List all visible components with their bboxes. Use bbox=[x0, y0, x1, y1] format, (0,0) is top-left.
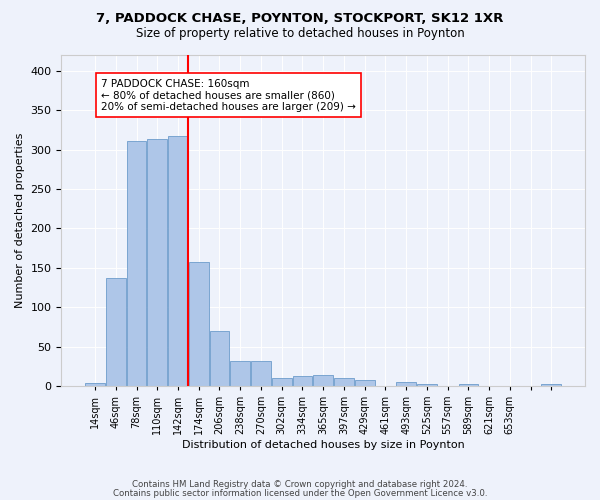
Bar bbox=[127, 141, 146, 386]
Bar bbox=[251, 360, 271, 386]
Bar bbox=[397, 382, 416, 386]
Text: Size of property relative to detached houses in Poynton: Size of property relative to detached ho… bbox=[136, 28, 464, 40]
X-axis label: Distribution of detached houses by size in Poynton: Distribution of detached houses by size … bbox=[182, 440, 464, 450]
Bar bbox=[313, 375, 333, 386]
Bar bbox=[458, 384, 478, 386]
Bar bbox=[106, 278, 125, 386]
Bar bbox=[85, 383, 105, 386]
Text: 7, PADDOCK CHASE, POYNTON, STOCKPORT, SK12 1XR: 7, PADDOCK CHASE, POYNTON, STOCKPORT, SK… bbox=[97, 12, 503, 26]
Bar bbox=[293, 376, 313, 386]
Bar bbox=[148, 140, 167, 386]
Bar bbox=[334, 378, 354, 386]
Bar bbox=[541, 384, 561, 386]
Bar bbox=[272, 378, 292, 386]
Bar bbox=[189, 262, 209, 386]
Text: 7 PADDOCK CHASE: 160sqm
← 80% of detached houses are smaller (860)
20% of semi-d: 7 PADDOCK CHASE: 160sqm ← 80% of detache… bbox=[101, 78, 356, 112]
Text: Contains HM Land Registry data © Crown copyright and database right 2024.: Contains HM Land Registry data © Crown c… bbox=[132, 480, 468, 489]
Text: Contains public sector information licensed under the Open Government Licence v3: Contains public sector information licen… bbox=[113, 489, 487, 498]
Bar bbox=[230, 360, 250, 386]
Bar bbox=[209, 331, 229, 386]
Bar bbox=[417, 384, 437, 386]
Bar bbox=[168, 136, 188, 386]
Y-axis label: Number of detached properties: Number of detached properties bbox=[15, 133, 25, 308]
Bar bbox=[355, 380, 374, 386]
